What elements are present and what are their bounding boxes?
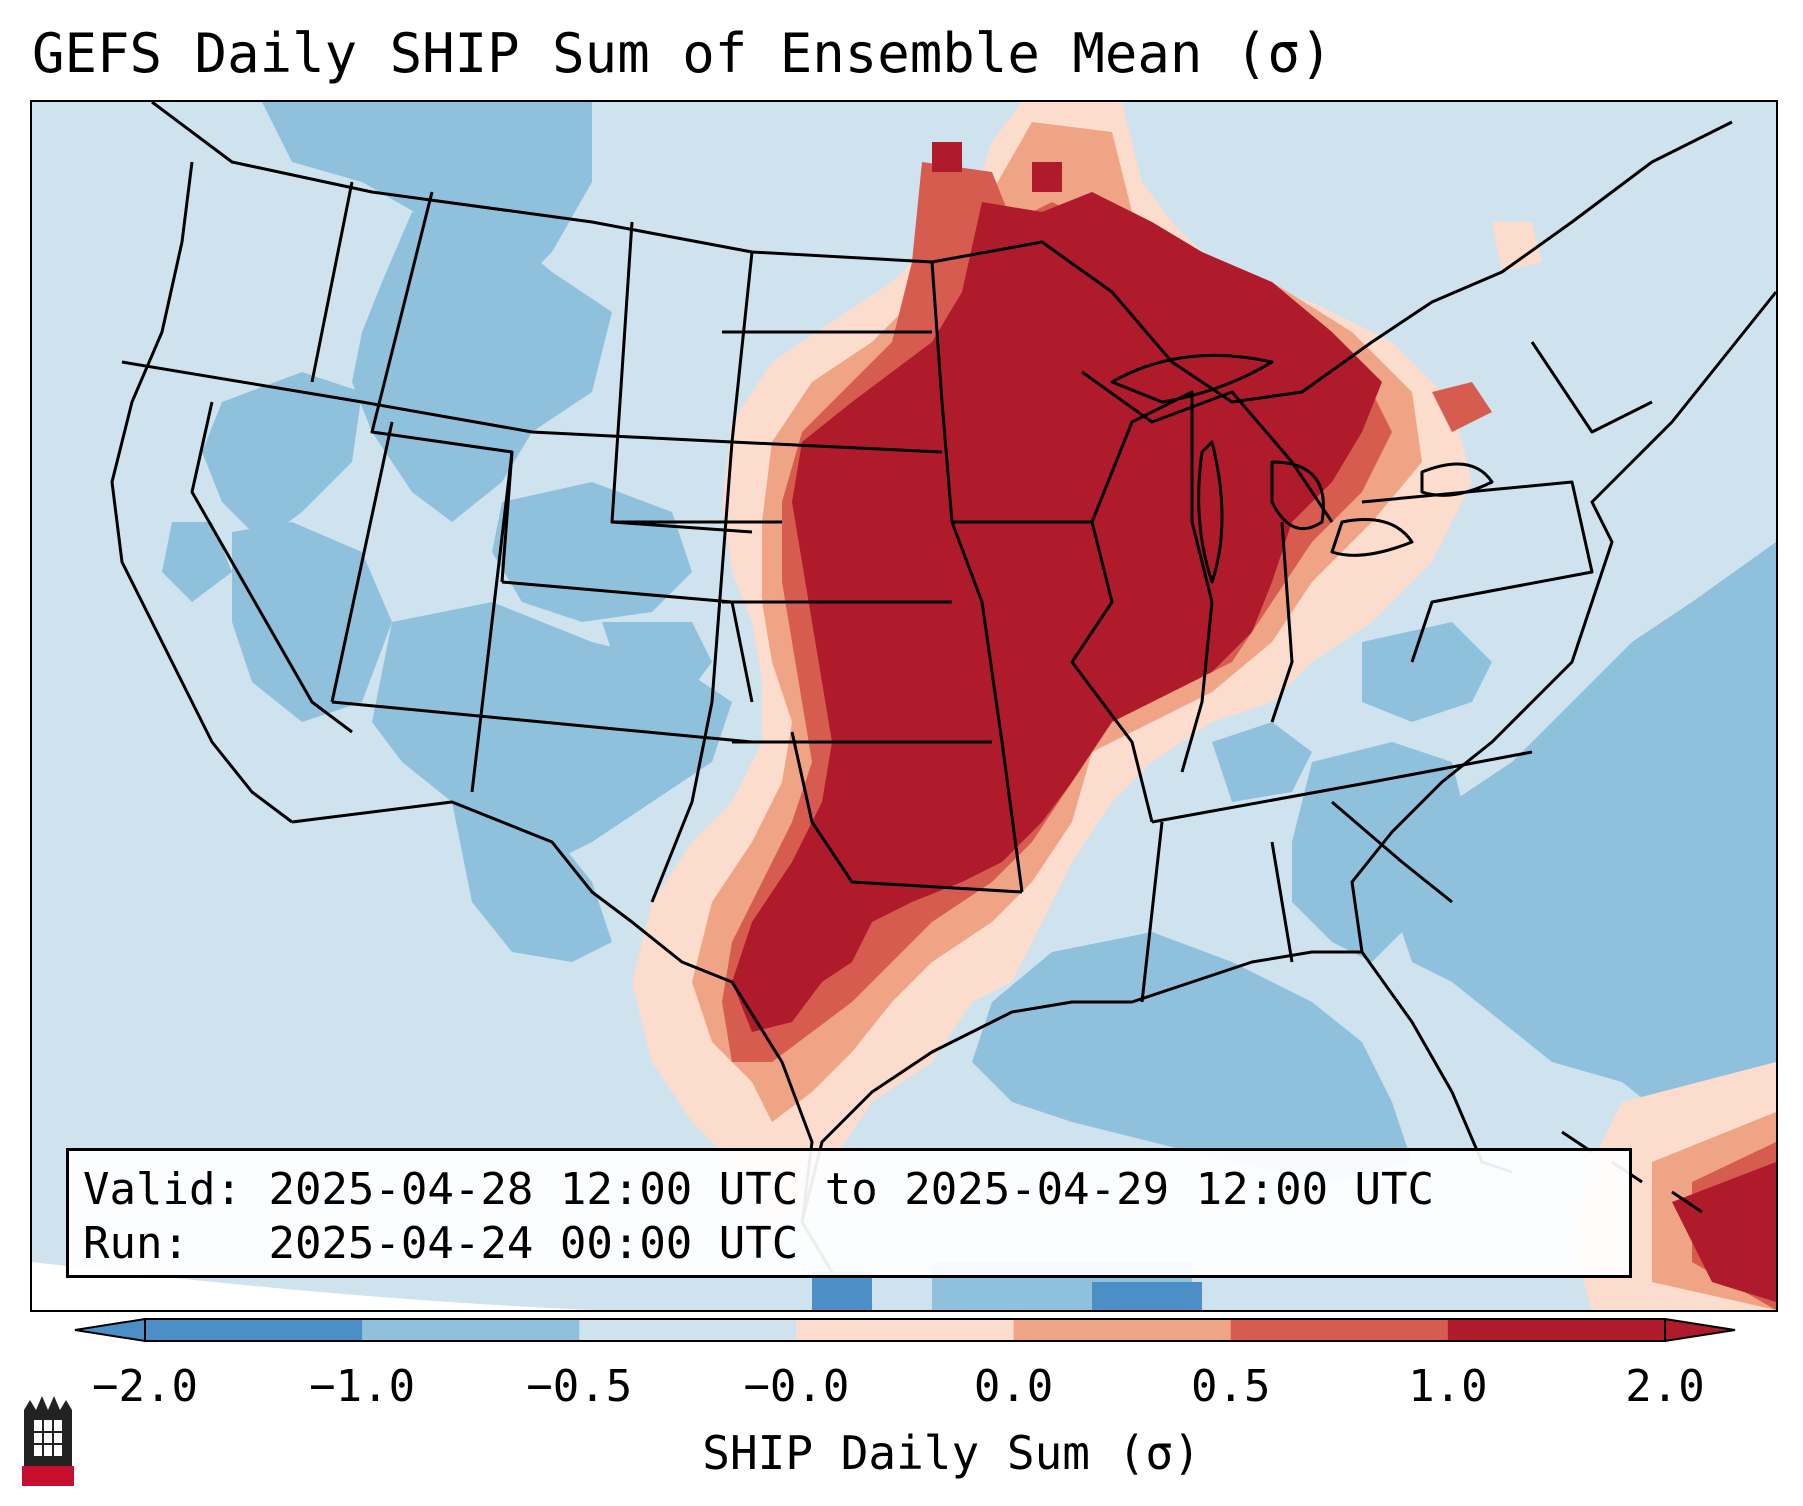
validity-info-box: Valid: 2025-04-28 12:00 UTC to 2025-04-2… (66, 1148, 1632, 1278)
colorbar-tick-label: 0.5 (1190, 1361, 1271, 1412)
valid-value: 2025-04-28 12:00 UTC to 2025-04-29 12:00… (268, 1164, 1435, 1215)
colorbar-segment (1013, 1319, 1232, 1341)
niu-logo (22, 1396, 74, 1486)
colorbar-tick-label: 0.0 (973, 1361, 1054, 1412)
colorbar-tick-label: −2.0 (92, 1361, 198, 1412)
colorbar (74, 1317, 1736, 1343)
colorbar-extend-high (1664, 1317, 1736, 1343)
colorbar-segment (579, 1319, 797, 1341)
colorbar-segment (1447, 1319, 1666, 1341)
colorbar-tick-label: 2.0 (1625, 1361, 1705, 1412)
colorbar-segment (796, 1319, 1015, 1341)
strong-negative-patches (812, 1272, 1202, 1310)
colorbar-segment (362, 1319, 580, 1341)
valid-row: Valid: 2025-04-28 12:00 UTC to 2025-04-2… (83, 1163, 1615, 1217)
colorbar-label: SHIP Daily Sum (σ) (702, 1426, 1201, 1480)
run-label: Run: (83, 1218, 189, 1269)
colorbar-tick-label: −0.0 (743, 1361, 850, 1412)
colorbar-tick-label: −1.0 (309, 1361, 416, 1412)
run-row: Run: 2025-04-24 00:00 UTC (83, 1217, 1615, 1271)
colorbar-ticks: −2.0 −1.0 −0.5 −0.0 0.0 0.5 1.0 2.0 (0, 1360, 1803, 1420)
map-panel (30, 100, 1778, 1312)
colorbar-tick-label: −0.5 (526, 1361, 633, 1412)
colorbar-extend-low (74, 1317, 146, 1343)
map-title: GEFS Daily SHIP Sum of Ensemble Mean (σ) (32, 22, 1333, 85)
negative-anomaly-west (162, 102, 732, 962)
colorbar-segment (1230, 1319, 1449, 1341)
valid-label: Valid: (83, 1164, 242, 1215)
colorbar-tick-label: 1.0 (1408, 1361, 1488, 1412)
run-value: 2025-04-24 00:00 UTC (268, 1218, 799, 1269)
boundary-lines (110, 102, 1776, 1273)
positive-anomaly-core (732, 142, 1776, 1302)
colorbar-segment (145, 1319, 363, 1341)
map-canvas (32, 102, 1776, 1310)
